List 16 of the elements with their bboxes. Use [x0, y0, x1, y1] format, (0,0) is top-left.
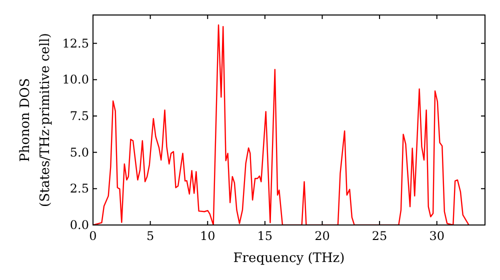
- x-tick-label: 15: [257, 229, 273, 243]
- y-axis-title: Phonon DOS (States/THz·primitive cell): [18, 32, 53, 208]
- y-tick-label: 2.5: [70, 182, 89, 196]
- x-tick-label: 20: [314, 229, 330, 243]
- y-tick-label: 0.0: [70, 218, 89, 232]
- y-tick-label: 7.5: [70, 109, 89, 124]
- line-series: [93, 24, 470, 225]
- x-tick-label: 10: [200, 229, 216, 243]
- x-tick-label: 0: [89, 229, 97, 243]
- x-tick-label: 30: [429, 229, 444, 243]
- x-tick-label: 5: [146, 229, 154, 243]
- y-tick-label: 5.0: [70, 145, 89, 160]
- x-tick-label: 25: [372, 229, 388, 243]
- x-axis-title: Frequency (THz): [233, 251, 345, 266]
- y-tick-label: 10.0: [62, 72, 89, 87]
- y-tick-label: 12.5: [62, 36, 89, 50]
